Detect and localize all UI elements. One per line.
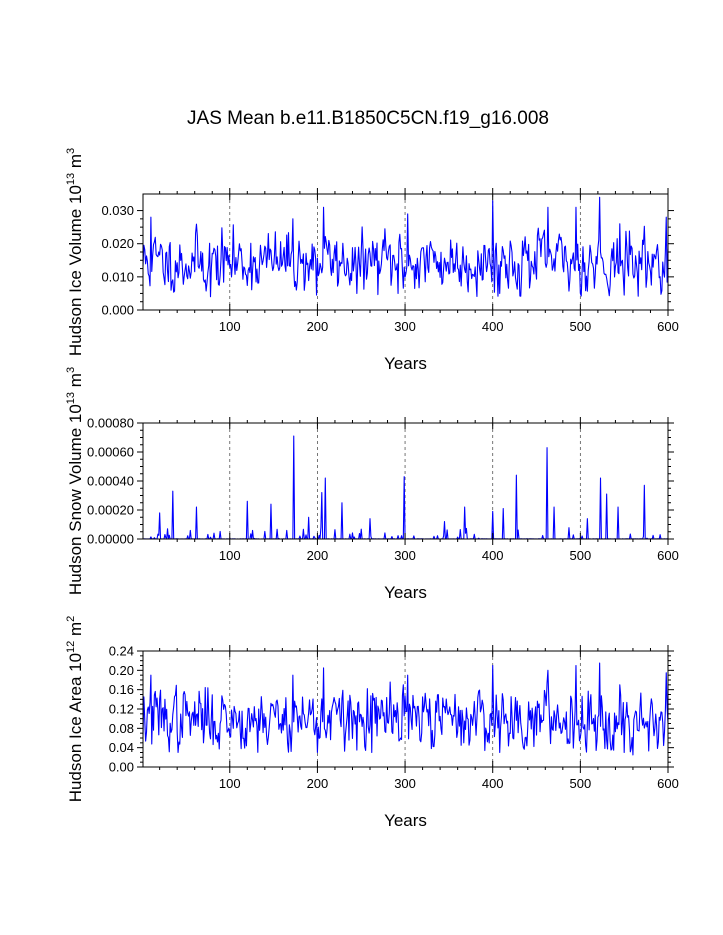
y-tick-label: 0.20 xyxy=(109,663,134,678)
x-tick-label: 400 xyxy=(482,319,504,334)
y-tick-label: 0.08 xyxy=(109,721,134,736)
panel-ice-volume: 100 200 300 400 500 600 0.000 0.010 0.020 0.030 Ye… xyxy=(65,148,679,373)
y-tick-label: 0.16 xyxy=(109,682,134,697)
x-axis-label: Years xyxy=(384,354,427,373)
y-tick-label: 0.24 xyxy=(109,644,134,659)
x-tick-label: 300 xyxy=(394,548,416,563)
y-tick-label: 0.00040 xyxy=(87,474,134,489)
y-tick-label: 0.00060 xyxy=(87,445,134,460)
y-tick-label: 0.010 xyxy=(101,269,134,284)
y-tick-label: 0.00080 xyxy=(87,416,134,431)
figure-title: JAS Mean b.e11.B1850C5CN.f19_g16.008 xyxy=(187,108,549,129)
panel-ice-area: 100 200 300 400 500 600 0.00 0.04 0.08 0.12 0.16 0.… xyxy=(65,616,679,830)
x-tick-label: 200 xyxy=(307,776,329,791)
x-tick-label: 500 xyxy=(570,776,592,791)
x-tick-label: 100 xyxy=(219,776,241,791)
x-tick-label: 400 xyxy=(482,776,504,791)
x-tick-label: 500 xyxy=(570,548,592,563)
y-axis-label: Hudson Ice Area 1012 m2 xyxy=(65,616,85,803)
x-tick-label: 400 xyxy=(482,548,504,563)
x-tick-label: 300 xyxy=(394,776,416,791)
x-tick-label: 500 xyxy=(570,319,592,334)
y-tick-label: 0.04 xyxy=(109,740,134,755)
series-line-ice-area xyxy=(142,662,669,756)
y-tick-label: 0.00000 xyxy=(87,532,134,547)
x-tick-label: 600 xyxy=(657,548,679,563)
x-tick-label: 100 xyxy=(219,319,241,334)
x-tick-label: 600 xyxy=(657,776,679,791)
y-tick-label: 0.12 xyxy=(109,702,134,717)
y-tick-label: 0.00 xyxy=(109,760,134,775)
x-tick-label: 600 xyxy=(657,319,679,334)
x-tick-label: 300 xyxy=(394,319,416,334)
y-axis-label: Hudson Ice Volume 1013 m3 xyxy=(65,148,85,356)
x-tick-label: 200 xyxy=(307,319,329,334)
y-tick-label: 0.020 xyxy=(101,236,134,251)
x-axis-label: Years xyxy=(384,583,427,602)
x-axis-label: Years xyxy=(384,811,427,830)
y-axis-label: Hudson Snow Volume 1013 m3 xyxy=(65,367,85,595)
plot-frame xyxy=(142,422,669,540)
y-tick-label: 0.00020 xyxy=(87,503,134,518)
series-line-snow-volume xyxy=(142,435,669,540)
x-tick-label: 200 xyxy=(307,548,329,563)
y-tick-label: 0.000 xyxy=(101,303,134,318)
x-tick-label: 100 xyxy=(219,548,241,563)
panel-snow-volume: 100 200 300 400 500 600 0.00000 0.00020 0.00040 0… xyxy=(65,367,679,602)
series-line-ice-volume xyxy=(142,196,669,298)
y-tick-label: 0.030 xyxy=(101,203,134,218)
